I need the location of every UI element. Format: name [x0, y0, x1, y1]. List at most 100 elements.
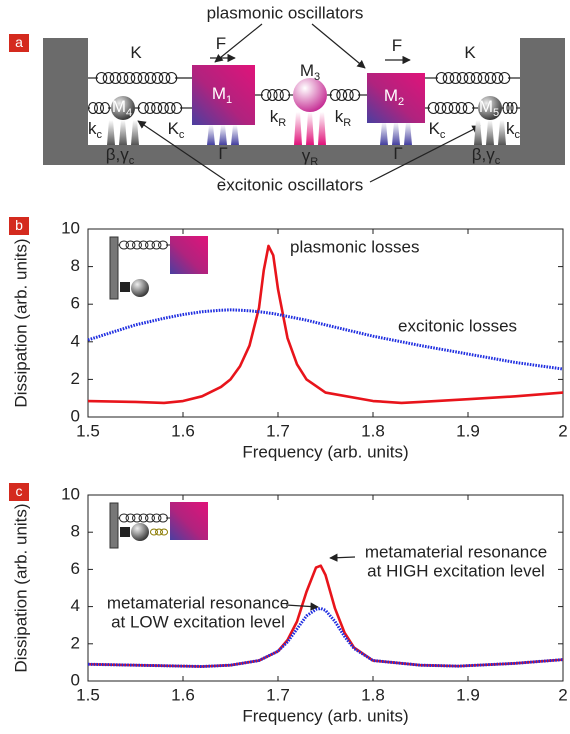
panel-badge	[9, 483, 29, 501]
spring-coil	[484, 71, 497, 85]
spring-coil	[427, 101, 440, 115]
y-tick-label: 2	[71, 369, 80, 388]
x-tick-label: 1.9	[456, 685, 480, 704]
x-tick-label: 1.6	[171, 685, 195, 704]
inset-coil	[132, 513, 142, 523]
spring-coil	[455, 101, 468, 115]
annotation: metamaterial resonance	[365, 542, 547, 561]
top-label: plasmonic oscillators	[207, 3, 364, 22]
wall	[520, 38, 565, 165]
annotation: at HIGH excitation level	[367, 561, 545, 580]
label-sub: c	[179, 129, 185, 141]
y-tick-label: 6	[71, 559, 80, 578]
inset-damper	[120, 527, 130, 537]
damper	[380, 122, 388, 145]
annotation-arrow	[285, 602, 319, 611]
spring-coil	[151, 71, 164, 85]
spring-coil	[342, 88, 354, 102]
arrow	[137, 120, 226, 181]
spring-coil	[470, 71, 483, 85]
diagram-label: M1	[212, 84, 232, 105]
label-base: k	[88, 119, 97, 138]
damper	[107, 120, 115, 145]
arrow	[311, 23, 366, 69]
diagram-label: F	[216, 34, 226, 53]
inset-coil	[160, 528, 168, 536]
damper	[119, 120, 127, 145]
spring-coil	[130, 71, 143, 85]
damper	[294, 112, 302, 145]
inset-coil	[125, 240, 136, 250]
label-base: F	[392, 36, 402, 55]
diagram-label: K	[464, 43, 476, 62]
label-sub: c	[129, 155, 135, 167]
spring-coil	[442, 71, 455, 85]
inset-coil	[132, 240, 142, 250]
damper	[392, 122, 400, 145]
x-tick-label: 1.5	[76, 421, 100, 440]
label-sub: c	[515, 129, 521, 141]
y-tick-label: 6	[71, 294, 80, 313]
y-tick-label: 8	[71, 256, 80, 275]
y-axis-label: Dissipation (arb. units)	[11, 503, 30, 672]
x-tick-label: 1.6	[171, 421, 195, 440]
diagram-label: γR	[302, 146, 319, 167]
spring-coil	[336, 88, 348, 102]
inset	[109, 502, 208, 549]
panel-badge	[9, 34, 29, 52]
spring-coil	[87, 101, 99, 115]
damper	[404, 122, 412, 145]
diagram-label: M5	[479, 97, 499, 118]
damper	[306, 112, 314, 145]
inset-coil	[151, 240, 162, 250]
damper	[207, 125, 215, 145]
diagram-label: M3	[300, 61, 320, 82]
label-sub: 1	[226, 94, 232, 106]
spring-coil	[448, 101, 461, 115]
mass	[111, 96, 135, 120]
spring-coil	[456, 71, 469, 85]
spring-coil	[164, 101, 176, 115]
inset-mass	[170, 502, 208, 540]
label-base: K	[429, 119, 441, 138]
label-base: k	[335, 107, 344, 126]
spring-coil	[329, 88, 341, 102]
inset-coil	[155, 528, 163, 536]
mass	[367, 73, 425, 123]
spring-coil	[477, 71, 490, 85]
arrow	[214, 23, 263, 63]
diagram-label: K	[130, 43, 142, 62]
spring-coil	[158, 71, 171, 85]
inset-wall	[109, 236, 119, 300]
panel-label: b	[15, 217, 23, 233]
diagram-label: M4	[112, 97, 132, 118]
damper	[219, 125, 227, 145]
spring-coil	[260, 88, 272, 102]
diagram-label: β,γc	[472, 145, 501, 166]
spring-coil	[123, 71, 136, 85]
label-sub: 5	[493, 107, 499, 119]
spring-coil	[491, 71, 504, 85]
panel-badge	[9, 217, 29, 235]
label-base: k	[506, 119, 515, 138]
damper	[318, 112, 326, 145]
arrow	[369, 125, 481, 183]
inset-coil	[150, 528, 158, 536]
spring-coil	[449, 71, 462, 85]
floor	[43, 145, 565, 165]
label-sub: 3	[314, 71, 320, 83]
label-sub: 2	[398, 96, 404, 108]
damper	[231, 125, 239, 145]
spring-coil	[93, 101, 105, 115]
spring-coil	[267, 88, 278, 102]
inset	[109, 236, 208, 300]
diagram-label: Γ	[218, 144, 227, 163]
y-tick-label: 8	[71, 522, 80, 541]
x-axis-label: Frequency (arb. units)	[242, 442, 408, 461]
label-base: M	[300, 61, 314, 80]
label-base: K	[464, 43, 476, 62]
plot-frame	[87, 228, 564, 418]
label-base: K	[130, 43, 142, 62]
